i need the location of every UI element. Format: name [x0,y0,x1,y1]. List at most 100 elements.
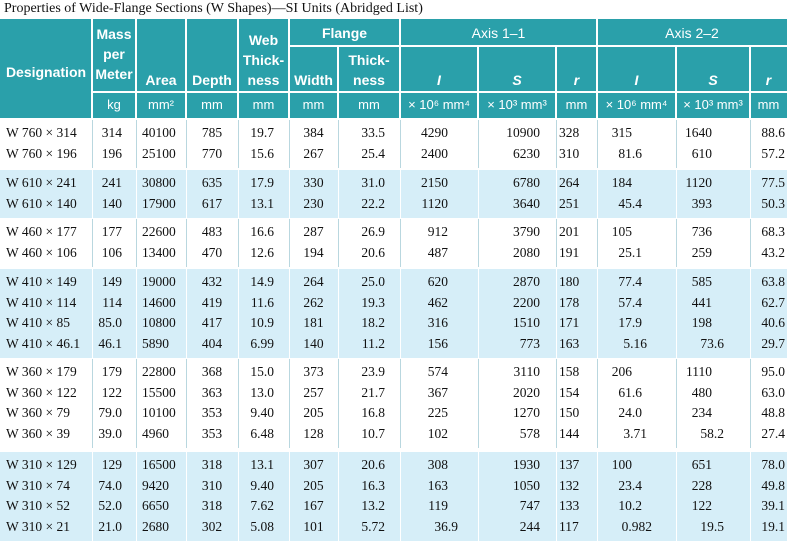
data-cell: 25100 [142,145,176,161]
column-divider [337,359,339,448]
data-cell: 119 [428,498,448,513]
data-cell: 0.982 [621,518,652,534]
data-cell: 140 [101,195,122,211]
header-divider [91,19,93,118]
column-divider [555,269,557,358]
data-cell: 163 [559,335,580,351]
column-divider [337,452,339,541]
header-mass: per [103,46,125,62]
header-web: Web [248,32,279,48]
data-cell: 17.9 [618,315,642,330]
data-cell: 20.6 [361,457,385,472]
data-cell: 18.2 [361,315,385,330]
unit-label: mm [252,97,275,112]
data-cell: 241 [101,175,122,190]
header-flange-thickness: ness [353,72,385,88]
data-cell: 24.0 [618,405,642,420]
data-cell: 363 [201,384,223,400]
data-cell: 48.8 [761,405,785,420]
data-cell: 63.0 [761,384,785,400]
data-cell: 205 [303,405,324,420]
data-cell: 39.0 [98,425,122,441]
column-divider [749,269,751,358]
header-axis: Axis 1–1 [471,25,526,41]
data-cell: 46.1 [98,335,122,351]
data-cell: 167 [303,498,324,513]
column-divider [399,359,401,448]
unit-label: mm [757,97,780,112]
data-cell: 5890 [142,335,169,351]
data-cell: 13.1 [250,195,274,211]
data-cell: 368 [201,364,223,379]
designation-cell: W 610 × 140 [6,195,77,211]
data-cell: 4960 [142,425,169,441]
data-cell: 20.6 [361,244,385,260]
data-cell: 17.9 [250,175,274,190]
data-cell: 10.9 [250,315,274,330]
column-divider [477,359,479,448]
data-cell: 483 [201,224,223,239]
data-cell: 68.3 [761,224,785,239]
data-cell: 57.2 [761,145,785,161]
data-cell: 3.71 [623,425,647,441]
designation-cell: W 360 × 39 [6,425,70,441]
header-mass: Mass [96,26,132,42]
data-cell: 4290 [421,125,448,140]
header-axis-column: S [708,72,718,88]
column-divider [749,359,751,448]
column-divider [237,170,239,218]
data-cell: 128 [303,425,324,441]
data-cell: 384 [303,125,324,140]
column-divider [91,170,93,218]
data-cell: 620 [427,274,448,289]
data-cell: 158 [559,364,580,379]
data-cell: 3790 [513,224,540,239]
header-axis-column: I [634,72,639,88]
row-group [0,359,787,448]
data-cell: 25.4 [361,145,385,161]
header-web: ness [247,72,280,88]
header-divider [399,19,401,118]
data-cell: 19.3 [361,294,385,310]
data-cell: 19000 [142,274,176,289]
data-cell: 9.40 [250,477,274,493]
data-cell: 310 [559,145,580,161]
data-cell: 171 [559,315,580,330]
data-cell: 13.0 [250,384,274,400]
data-cell: 257 [303,384,324,400]
data-cell: 19.1 [761,518,785,534]
column-divider [596,359,598,448]
data-cell: 191 [559,244,580,260]
designation-cell: W 360 × 79 [6,405,70,420]
unit-label: mm [302,97,325,112]
data-cell: 15.0 [250,364,274,379]
header-divider [477,46,479,118]
data-cell: 26.9 [361,224,385,239]
data-cell: 267 [303,145,324,161]
data-cell: 10.2 [618,498,642,513]
unit-label: mm [201,97,223,112]
data-cell: 480 [691,384,712,400]
data-cell: 2400 [421,145,448,161]
designation-cell: W 410 × 85 [6,315,70,330]
column-divider [237,359,239,448]
data-cell: 163 [427,477,448,493]
data-cell: 33.5 [361,125,385,140]
data-cell: 13400 [142,244,176,260]
data-cell: 132 [559,477,580,493]
row-group [0,170,787,218]
column-divider [675,120,677,168]
data-cell: 10100 [142,405,176,420]
data-cell: 57.4 [618,294,642,310]
data-cell: 6780 [513,175,540,190]
data-cell: 45.4 [618,195,642,211]
data-cell: 2870 [513,274,540,289]
data-cell: 180 [559,274,580,289]
header-divider [337,46,339,118]
row-group [0,120,787,168]
header-rule [289,45,787,47]
data-cell: 122 [101,384,122,400]
data-cell: 122 [691,498,712,513]
header-axis-column: r [765,72,772,88]
designation-cell: W 360 × 179 [6,364,77,379]
